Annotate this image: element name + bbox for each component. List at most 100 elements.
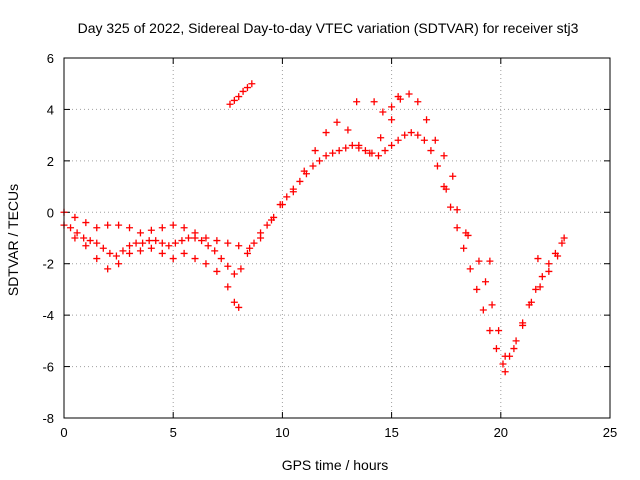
data-point — [93, 224, 101, 232]
data-point — [73, 229, 81, 237]
series-lower-branch — [71, 234, 243, 311]
x-tick-label: 15 — [384, 425, 398, 440]
data-point — [169, 221, 177, 229]
data-point — [217, 255, 225, 263]
series-upper-peak — [370, 90, 457, 180]
data-point — [296, 177, 304, 185]
data-point — [213, 237, 221, 245]
data-point — [235, 93, 243, 101]
data-point — [235, 303, 243, 311]
data-point — [440, 152, 448, 160]
data-point — [226, 100, 234, 108]
data-point — [388, 103, 396, 111]
data-point — [224, 239, 232, 247]
data-point — [427, 147, 435, 155]
data-point — [501, 368, 509, 376]
data-point — [377, 134, 385, 142]
data-point — [545, 267, 553, 275]
data-point — [178, 237, 186, 245]
data-point — [348, 141, 356, 149]
series-mid-branch — [257, 116, 396, 242]
data-point — [414, 131, 422, 139]
data-point — [453, 224, 461, 232]
data-point — [147, 244, 155, 252]
data-point — [532, 285, 540, 293]
data-point — [394, 93, 402, 101]
data-point — [401, 131, 409, 139]
data-point — [126, 249, 134, 257]
data-point — [379, 108, 387, 116]
y-tick-label: -6 — [42, 360, 54, 375]
data-point — [374, 152, 382, 160]
data-point — [442, 185, 450, 193]
data-point — [388, 116, 396, 124]
data-markers — [60, 80, 568, 376]
data-point — [309, 162, 317, 170]
data-point — [361, 147, 369, 155]
data-point — [71, 213, 79, 221]
data-point — [243, 249, 251, 257]
data-point — [329, 149, 337, 157]
data-point — [104, 221, 112, 229]
grid-lines — [64, 58, 610, 418]
x-tick-label: 20 — [494, 425, 508, 440]
data-point — [519, 321, 527, 329]
x-tick-label: 5 — [170, 425, 177, 440]
series-isolated-arc — [226, 80, 256, 108]
data-point — [230, 270, 238, 278]
data-point — [311, 147, 319, 155]
data-point — [80, 234, 88, 242]
x-tick-label: 0 — [60, 425, 67, 440]
data-point — [93, 239, 101, 247]
data-point — [486, 327, 494, 335]
data-point — [230, 298, 238, 306]
data-point — [213, 267, 221, 275]
plot-frame — [63, 57, 611, 419]
data-point — [370, 98, 378, 106]
data-point — [527, 298, 535, 306]
data-point — [322, 129, 330, 137]
series-upper-branch — [60, 208, 254, 252]
data-point — [93, 255, 101, 263]
data-point — [224, 262, 232, 270]
data-point — [534, 255, 542, 263]
y-tick-label: -4 — [42, 308, 54, 323]
data-point — [453, 206, 461, 214]
data-point — [106, 249, 114, 257]
data-point — [558, 239, 566, 247]
data-point — [115, 221, 123, 229]
data-point — [353, 98, 361, 106]
data-point — [239, 87, 247, 95]
data-point — [466, 265, 474, 273]
data-point — [366, 149, 374, 157]
data-point — [322, 152, 330, 160]
data-point — [104, 265, 112, 273]
data-point — [499, 360, 507, 368]
data-point — [488, 301, 496, 309]
data-point — [202, 234, 210, 242]
data-point — [82, 242, 90, 250]
data-point — [132, 239, 140, 247]
data-point — [211, 247, 219, 255]
data-point — [237, 265, 245, 273]
data-point — [335, 147, 343, 155]
data-point — [538, 273, 546, 281]
y-tick-label: 2 — [47, 154, 54, 169]
data-point — [169, 255, 177, 263]
data-point — [139, 239, 147, 247]
series-descent-branch — [442, 185, 509, 360]
series-outlier-points — [353, 93, 542, 265]
data-point — [158, 249, 166, 257]
series-recovery-branch — [501, 234, 568, 376]
data-point — [202, 260, 210, 268]
data-point — [171, 239, 179, 247]
data-point — [115, 260, 123, 268]
data-point — [126, 224, 134, 232]
data-point — [501, 352, 509, 360]
data-point — [147, 226, 155, 234]
data-point — [136, 229, 144, 237]
data-point — [184, 234, 192, 242]
data-point — [112, 252, 120, 260]
data-point — [414, 98, 422, 106]
data-point — [420, 136, 428, 144]
